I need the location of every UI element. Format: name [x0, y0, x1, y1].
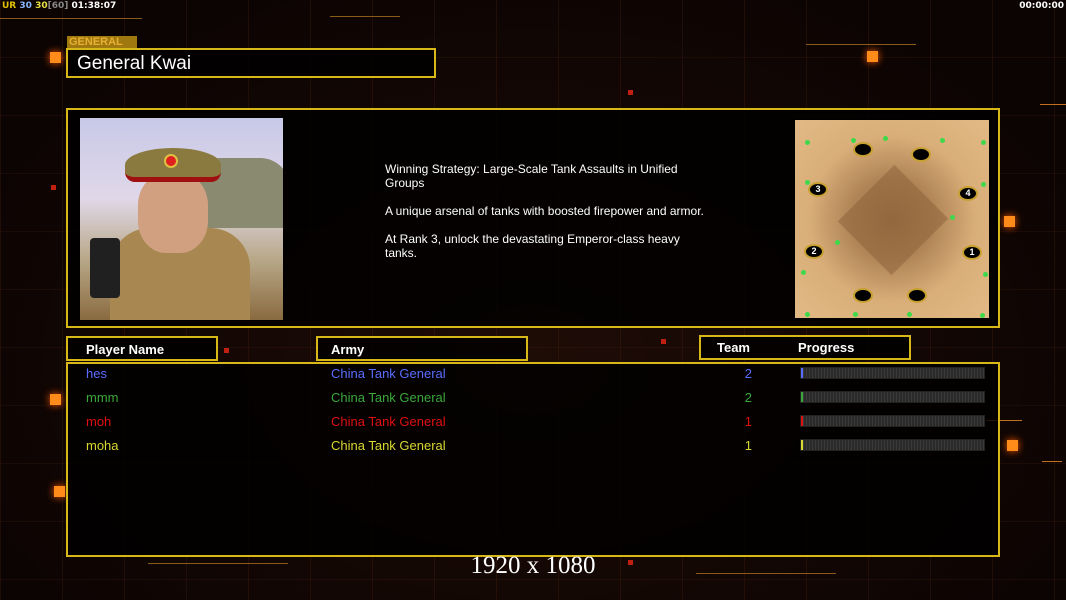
- description-line: Winning Strategy: Large-Scale Tank Assau…: [385, 162, 678, 190]
- column-header-team: Team: [717, 340, 750, 355]
- divider: [986, 420, 1022, 421]
- tree-marker: [950, 215, 955, 220]
- tree-marker: [851, 138, 856, 143]
- divider: [1040, 104, 1066, 105]
- tree-marker: [805, 140, 810, 145]
- general-description: Winning Strategy: Large-Scale Tank Assau…: [385, 162, 705, 260]
- player-army: China Tank General: [331, 414, 446, 429]
- progress-fill: [801, 416, 804, 426]
- tree-marker: [801, 270, 806, 275]
- tree-marker: [853, 312, 858, 317]
- progress-bar: [800, 367, 985, 379]
- hud-clock: 01:38:07: [71, 1, 117, 11]
- supply-pit: [907, 288, 927, 303]
- description-line: At Rank 3, unlock the devastating Empero…: [385, 232, 680, 260]
- tree-marker: [980, 313, 985, 318]
- hud-tag: UR: [2, 1, 17, 11]
- progress-bar: [800, 391, 985, 403]
- map-preview: 1 2 3 4: [794, 119, 990, 319]
- tree-marker: [981, 182, 986, 187]
- decor-square: [628, 90, 633, 95]
- player-army: China Tank General: [331, 390, 446, 405]
- progress-bar: [800, 439, 985, 451]
- face: [138, 173, 208, 253]
- tree-marker: [940, 138, 945, 143]
- general-name: General Kwai: [77, 53, 192, 74]
- decor-square: [867, 51, 878, 62]
- hud-value: 30: [19, 1, 32, 11]
- decor-square: [661, 339, 666, 344]
- resolution-label: 1920 x 1080: [470, 552, 596, 579]
- tree-marker: [835, 240, 840, 245]
- decor-square: [1004, 216, 1015, 227]
- tree-marker: [983, 272, 988, 277]
- decor-square: [1007, 440, 1018, 451]
- decor-square: [50, 52, 61, 63]
- start-position-3: 3: [808, 182, 828, 197]
- start-position-4: 4: [958, 186, 978, 201]
- decor-square: [628, 560, 633, 565]
- decor-square: [224, 348, 229, 353]
- divider: [0, 18, 142, 19]
- hud-value: [60]: [47, 1, 69, 11]
- player-name: mmm: [86, 390, 119, 405]
- column-header-player: Player Name: [86, 342, 165, 357]
- map-center: [837, 164, 949, 276]
- player-team: 2: [744, 390, 752, 405]
- header-army-box: [316, 336, 528, 361]
- hud-timer: 00:00:00: [1019, 1, 1064, 11]
- hud-stats: UR 30 30[60] 01:38:07: [2, 1, 116, 11]
- player-name: hes: [86, 366, 107, 381]
- cap-badge: [164, 154, 178, 168]
- description-line: A unique arsenal of tanks with boosted f…: [385, 204, 704, 218]
- supply-pit: [911, 147, 931, 162]
- tree-marker: [805, 180, 810, 185]
- progress-fill: [801, 368, 804, 378]
- tree-marker: [907, 312, 912, 317]
- decor-square: [54, 486, 65, 497]
- divider: [806, 44, 916, 45]
- header-team-progress-box: [699, 335, 911, 360]
- divider: [1042, 461, 1062, 462]
- divider: [696, 573, 836, 574]
- tree-marker: [805, 312, 810, 317]
- start-position-2: 2: [804, 244, 824, 259]
- player-team: 2: [744, 366, 752, 381]
- progress-bar: [800, 415, 985, 427]
- pistol: [90, 238, 120, 298]
- progress-fill: [801, 392, 804, 402]
- start-position-1: 1: [962, 245, 982, 260]
- divider: [148, 563, 288, 564]
- header-player-box: [66, 336, 218, 361]
- player-army: China Tank General: [331, 366, 446, 381]
- supply-pit: [853, 288, 873, 303]
- general-label: GENERAL: [67, 36, 137, 48]
- player-team: 1: [744, 414, 752, 429]
- player-name: moha: [86, 438, 119, 453]
- decor-square: [51, 185, 56, 190]
- general-portrait: [80, 118, 283, 320]
- decor-square: [50, 394, 61, 405]
- divider: [330, 16, 400, 17]
- tree-marker: [883, 136, 888, 141]
- player-name: moh: [86, 414, 112, 429]
- tree-marker: [981, 140, 986, 145]
- progress-fill: [801, 440, 804, 450]
- column-header-army: Army: [331, 342, 365, 357]
- general-title-box: General Kwai: [66, 48, 436, 78]
- column-header-progress: Progress: [798, 340, 855, 355]
- player-team: 1: [744, 438, 752, 453]
- player-army: China Tank General: [331, 438, 446, 453]
- hud-value: 30: [35, 1, 48, 11]
- supply-pit: [853, 142, 873, 157]
